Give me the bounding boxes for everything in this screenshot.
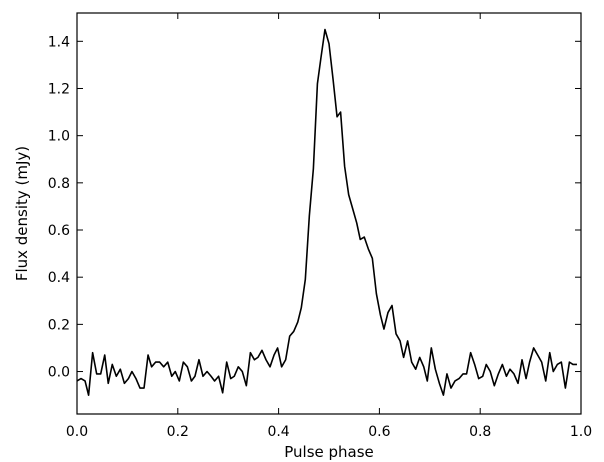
- y-tick-label: 0.6: [48, 223, 70, 239]
- x-tick-label: 0.6: [368, 424, 390, 440]
- series-line: [76, 28, 577, 396]
- y-tick-label: 1.2: [48, 81, 70, 97]
- x-tick-label: 0.0: [66, 424, 88, 440]
- y-tick-label: 0.4: [48, 270, 70, 286]
- x-tick-label: 0.2: [167, 424, 189, 440]
- axis-ticks: [76, 13, 582, 414]
- x-tick-label: 0.8: [469, 424, 491, 440]
- x-tick-label: 1.0: [570, 424, 592, 440]
- tick-labels: 0.0 0.2 0.4 0.6 0.8 1.0 0.0 0.2 0.4 0.6 0.8 1.0 1.2 1…: [48, 34, 592, 440]
- y-tick-label: 0.0: [48, 365, 70, 381]
- y-tick-label: 0.2: [48, 317, 70, 333]
- y-tick-label: 1.0: [48, 129, 70, 145]
- x-tick-label: 0.4: [267, 424, 289, 440]
- x-axis-label: Pulse phase: [284, 443, 374, 461]
- y-axis-label: Flux density (mJy): [13, 146, 31, 281]
- y-tick-label: 1.4: [48, 34, 70, 50]
- y-tick-label: 0.8: [48, 176, 70, 192]
- plot-frame: [76, 12, 582, 415]
